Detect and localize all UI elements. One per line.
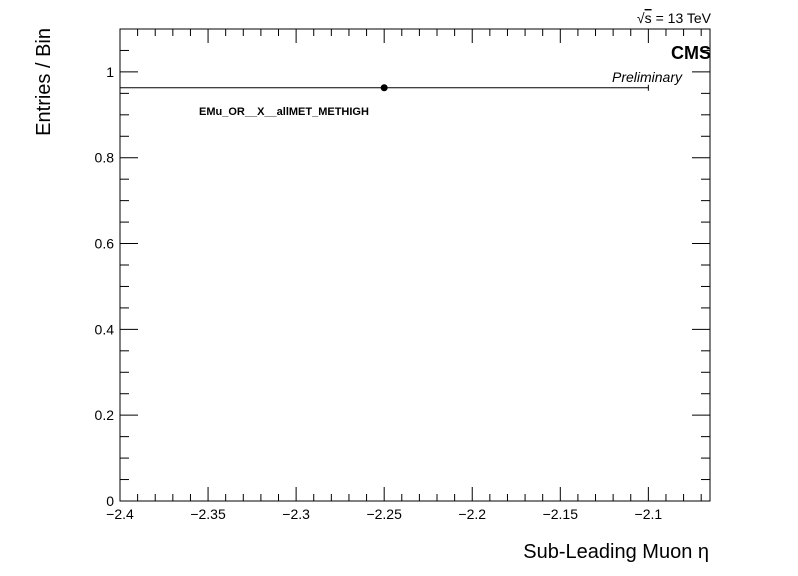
x-tick-label: −2.35 [190, 506, 226, 522]
y-axis-label: Entries / Bin [33, 28, 55, 136]
data-points [119, 84, 649, 92]
energy-variable: s [645, 10, 652, 26]
energy-label: √s = 13 TeV [637, 10, 712, 26]
x-tick-label: −2.4 [106, 506, 134, 522]
energy-value: = 13 TeV [656, 10, 712, 26]
x-tick-label: −2.25 [366, 506, 402, 522]
x-tick-label: −2.1 [635, 506, 663, 522]
x-axis-label: Sub-Leading Muon η [523, 541, 709, 563]
y-tick-label: 0.2 [95, 407, 115, 423]
y-tick-label: 0.6 [95, 236, 115, 252]
plot-frame [119, 28, 711, 502]
x-tick-label: −2.15 [543, 506, 579, 522]
sqrt-symbol: √ [637, 10, 645, 26]
cms-label: CMS [671, 43, 711, 63]
y-tick-label: 1 [106, 64, 114, 80]
preliminary-label: Preliminary [612, 69, 683, 85]
y-tick-label: 0.4 [95, 321, 115, 337]
x-tick-label: −2.2 [458, 506, 486, 522]
y-tick-label: 0.8 [95, 150, 115, 166]
axis-ticks: −2.4 −2.35 −2.3 −2.25 −2.2 −2.15 −2.1 0 0.2 0.4 0.… [95, 29, 710, 522]
y-tick-label: 0 [106, 493, 114, 509]
series-label: EMu_OR__X__allMET_METHIGH [199, 106, 369, 118]
x-tick-label: −2.3 [282, 506, 310, 522]
data-point [380, 84, 388, 92]
